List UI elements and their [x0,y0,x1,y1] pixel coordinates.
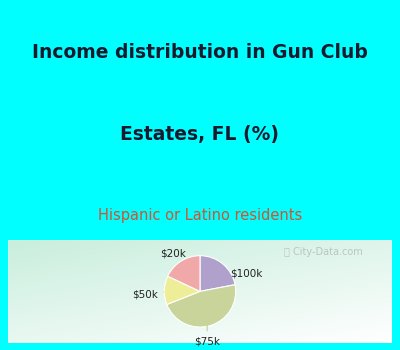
Wedge shape [200,256,235,291]
Text: Estates, FL (%): Estates, FL (%) [120,125,280,144]
Text: $75k: $75k [194,319,220,346]
Text: $50k: $50k [132,290,172,300]
Wedge shape [167,285,236,327]
Text: $100k: $100k [219,268,262,279]
Text: ⌖ City-Data.com: ⌖ City-Data.com [284,247,363,257]
Text: Income distribution in Gun Club: Income distribution in Gun Club [32,43,368,62]
Wedge shape [164,276,200,304]
Text: Hispanic or Latino residents: Hispanic or Latino residents [98,208,302,223]
Wedge shape [168,256,200,291]
Text: $20k: $20k [160,249,186,267]
